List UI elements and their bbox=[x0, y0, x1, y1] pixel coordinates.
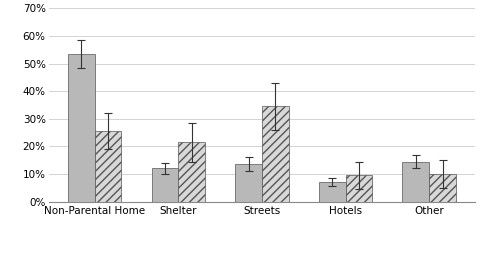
Bar bbox=[318, 182, 345, 202]
Bar bbox=[68, 54, 94, 202]
Bar bbox=[345, 175, 372, 202]
Bar bbox=[235, 164, 261, 202]
Bar bbox=[151, 169, 178, 202]
Bar bbox=[428, 174, 455, 202]
Bar bbox=[94, 131, 121, 202]
Bar bbox=[261, 106, 288, 202]
Bar bbox=[178, 142, 205, 202]
Bar bbox=[402, 162, 428, 202]
